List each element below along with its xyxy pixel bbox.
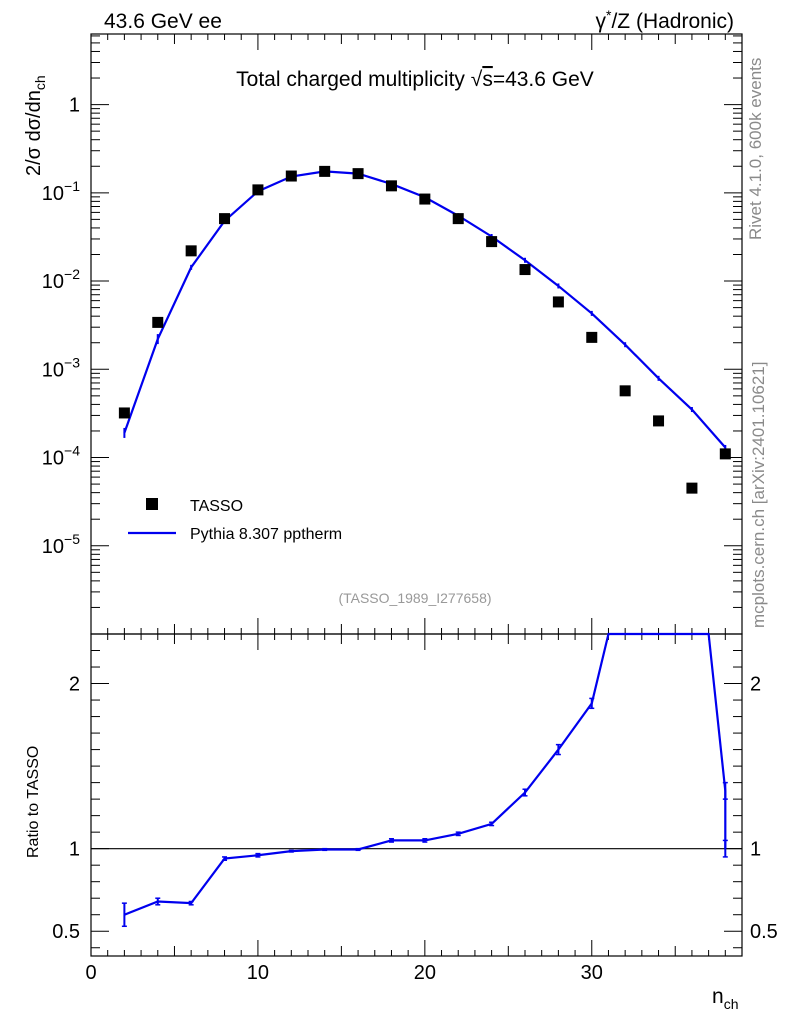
y-tick-label-ratio: 0.5 <box>52 921 80 943</box>
tasso-point <box>619 385 631 397</box>
analysis-tag: (TASSO_1989_I277658) <box>338 590 491 606</box>
tasso-point <box>319 165 331 177</box>
y-tick-label-top: 10−1 <box>42 178 80 205</box>
y-tick-label-top: 10−5 <box>42 531 80 558</box>
mcplots-label: mcplots.cern.ch [arXiv:2401.10621] <box>749 362 768 628</box>
tasso-point <box>519 264 531 276</box>
tasso-point <box>419 193 431 205</box>
tasso-point <box>285 170 297 182</box>
pythia-curve <box>123 168 727 450</box>
y-tick-label-ratio-right: 1 <box>750 839 761 861</box>
y-tick-label-top: 10−4 <box>42 443 80 470</box>
legend-data-marker <box>146 498 158 510</box>
tasso-point <box>552 296 564 308</box>
ratio-curve <box>121 632 728 928</box>
ratio-panel-frame <box>90 633 743 957</box>
chart-title: Total charged multiplicity √s=43.6 GeV <box>236 68 594 91</box>
y-axis-title-ratio: Ratio to TASSO <box>25 746 42 858</box>
energy-label: 43.6 GeV ee <box>104 10 222 33</box>
rivet-version-label: Rivet 4.1.0, 600k events <box>746 58 765 240</box>
x-tick-label: 30 <box>581 962 603 984</box>
process-label: γ*/Z (Hadronic) <box>596 7 734 33</box>
ratio-line <box>123 632 727 916</box>
y-tick-label-top: 10−3 <box>42 354 80 381</box>
x-axis-title: nch <box>712 985 738 1012</box>
y-tick-label-ratio-right: 2 <box>750 674 761 696</box>
tasso-point <box>486 236 498 248</box>
pythia-line <box>123 170 727 449</box>
y-tick-label-top: 1 <box>69 95 80 117</box>
legend-mc-label: Pythia 8.307 pptherm <box>190 526 342 543</box>
x-tick-label: 10 <box>247 962 269 984</box>
tasso-point <box>185 245 197 257</box>
y-tick-label-ratio: 2 <box>69 674 80 696</box>
x-tick-label: 0 <box>85 962 96 984</box>
tasso-point <box>653 415 665 427</box>
tasso-point <box>586 331 598 343</box>
x-tick-label: 20 <box>414 962 436 984</box>
top-panel-frame <box>90 33 743 635</box>
tasso-point <box>252 184 264 196</box>
y-tick-label-ratio: 1 <box>69 839 80 861</box>
y-tick-label-top: 10−2 <box>42 266 80 293</box>
tasso-point <box>118 407 130 419</box>
tasso-point <box>385 180 397 192</box>
y-axis-ticks-ratio: 0.5 0.5 1 1 2 2 <box>52 633 778 949</box>
tasso-markers <box>118 165 731 494</box>
tasso-point <box>219 213 231 225</box>
x-axis-ticks: 0 10 20 30 <box>85 34 726 984</box>
tasso-point <box>719 448 731 460</box>
legend-data-label: TASSO <box>190 498 243 515</box>
tasso-point <box>686 482 698 494</box>
tasso-point <box>452 213 464 225</box>
y-tick-label-ratio-right: 0.5 <box>750 921 778 943</box>
y-axis-title-top: 2/σ dσ/dnch <box>23 75 48 176</box>
y-axis-ticks-top: 1 10−1 10−2 10−3 10−4 10−5 <box>42 35 742 635</box>
tasso-point <box>152 316 164 328</box>
tasso-point <box>352 168 364 180</box>
